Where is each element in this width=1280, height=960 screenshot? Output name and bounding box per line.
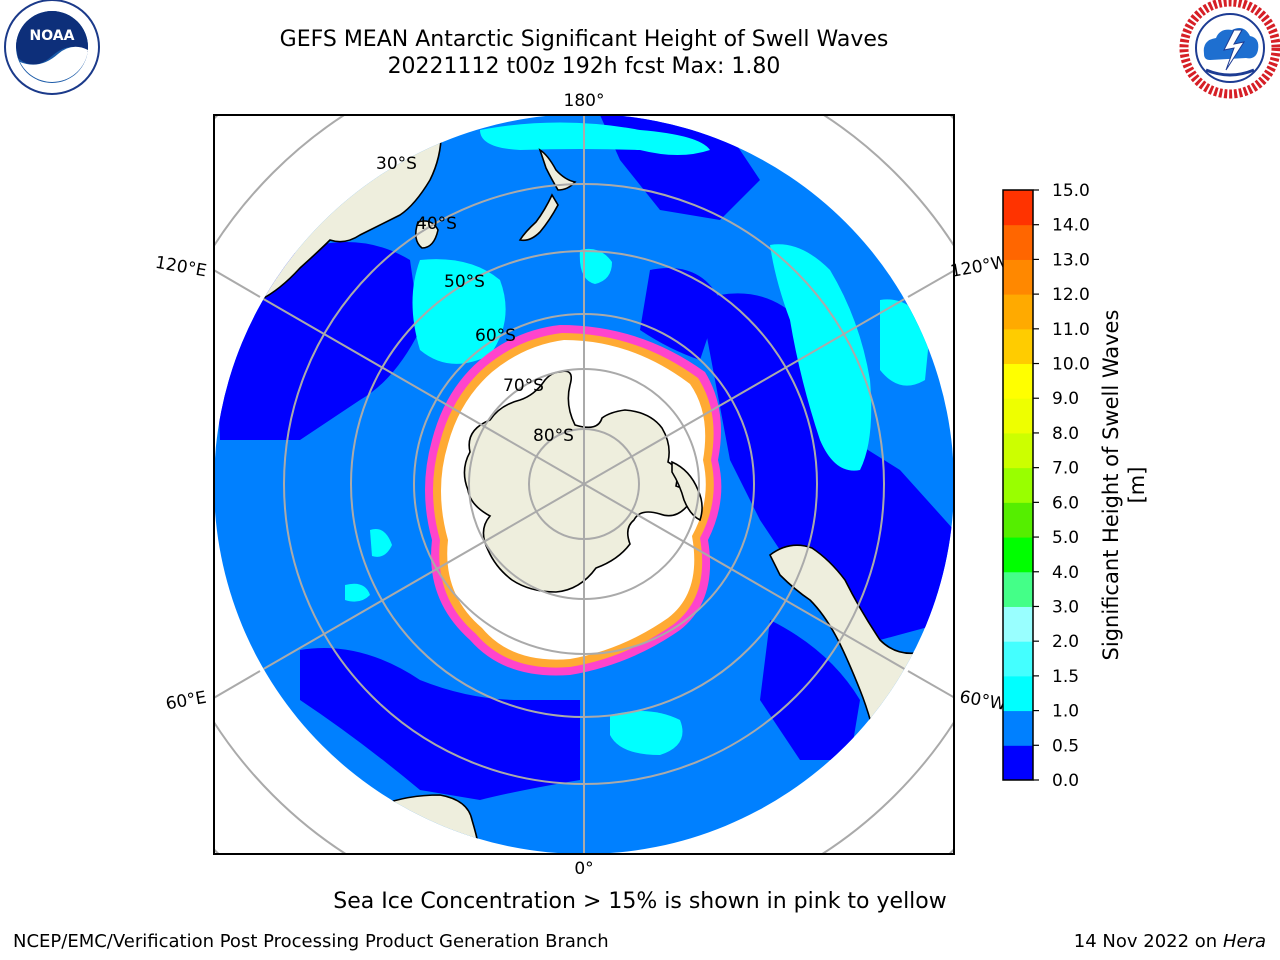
lon-label-180: 180°	[564, 91, 605, 111]
colorbar-segment	[1003, 467, 1033, 503]
colorbar-segment	[1003, 432, 1033, 469]
meridian-lines	[259, 115, 909, 854]
colorbar-segment	[1003, 224, 1033, 260]
swell-area-cyan-6	[579, 248, 612, 284]
lat-label-30s: 30°S	[376, 154, 417, 174]
colorbar-tick-label: 0.0	[1052, 771, 1079, 791]
swell-area-cyan-7	[370, 529, 392, 557]
sea-ice-caption: Sea Ice Concentration > 15% is shown in …	[333, 889, 947, 914]
footer-credit: NCEP/EMC/Verification Post Processing Pr…	[13, 931, 609, 952]
lat-label-50s: 50°S	[444, 272, 485, 292]
new-zealand-south	[518, 193, 559, 242]
lat-label-70s: 70°S	[503, 376, 544, 396]
colorbar-segment	[1003, 363, 1033, 399]
swell-area-cyan-4	[480, 122, 710, 155]
new-zealand-north	[538, 148, 577, 191]
swell-area-cyan-8	[345, 583, 370, 602]
low-swell-region-south	[300, 648, 580, 800]
colorbar-segment	[1003, 606, 1033, 642]
colorbar-segment	[1003, 641, 1033, 677]
map-frame	[213, 114, 955, 855]
colorbar-tick-label: 10.0	[1052, 355, 1090, 375]
colorbar-segment	[1003, 745, 1033, 781]
lon-label-120w: 120°W	[949, 252, 1010, 282]
noaa-logo-text: NOAA	[30, 28, 75, 44]
colorbar-segment	[1003, 537, 1033, 573]
lon-label-60w: 60°W	[958, 687, 1008, 715]
colorbar-tick-label: 11.0	[1052, 320, 1090, 340]
colorbar-segment	[1003, 571, 1033, 607]
colorbar-tick-label: 8.0	[1052, 424, 1079, 444]
swell-area-cyan-1	[412, 259, 506, 364]
colorbar-segment	[1003, 710, 1033, 746]
colorbar-segment	[1003, 398, 1033, 434]
colorbar-label: Significant Height of Swell Waves[m]	[1099, 310, 1149, 661]
colorbar-segment	[1003, 328, 1033, 365]
colorbar-tick-label: 13.0	[1052, 250, 1090, 270]
lon-label-0: 0°	[574, 859, 593, 879]
nws-logo	[1179, 0, 1280, 99]
colorbar-tick-label: 0.5	[1052, 736, 1079, 756]
chart-title: GEFS MEAN Antarctic Significant Height o…	[279, 27, 889, 52]
colorbar-segment	[1003, 502, 1033, 538]
low-swell-region-pacific	[640, 268, 720, 360]
colorbar-tick-label: 1.0	[1052, 702, 1079, 722]
lat-label-40s: 40°S	[416, 214, 457, 234]
colorbar-tick-label: 6.0	[1052, 493, 1079, 513]
colorbar-label-line1: Significant Height of Swell Waves	[1099, 310, 1123, 661]
colorbar-segment	[1003, 190, 1033, 226]
colorbar: 0.0 0.5 1.0 1.5 2.0 3.0 4.0 5.0 6.0 7.0 8.0 9.0 10.0…	[1002, 181, 1090, 791]
lon-label-60e: 60°E	[164, 688, 208, 715]
colorbar-tick-label: 12.0	[1052, 285, 1090, 305]
swell-area-cyan-2	[770, 244, 872, 471]
low-swell-region-southwest	[760, 620, 860, 760]
colorbar-tick-label: 14.0	[1052, 216, 1090, 236]
colorbar-tick-label: 4.0	[1052, 563, 1079, 583]
antarctica-land	[463, 370, 690, 593]
colorbar-segment	[1003, 259, 1033, 295]
footer-host: Hera	[1222, 931, 1266, 952]
lat-label-80s: 80°S	[533, 426, 574, 446]
meridian-lines-outer	[214, 269, 954, 699]
colorbar-tick-label: 1.5	[1052, 667, 1079, 687]
colorbar-tick-label: 5.0	[1052, 528, 1079, 548]
colorbar-label-line2: [m]	[1125, 467, 1149, 504]
footer-date-text: 14 Nov 2022 on	[1073, 931, 1218, 952]
colorbar-frame	[1002, 189, 1034, 781]
colorbar-tick-label: 9.0	[1052, 389, 1079, 409]
colorbar-tick-label: 3.0	[1052, 597, 1079, 617]
colorbar-segment	[1003, 294, 1033, 330]
colorbar-segment	[1003, 675, 1033, 712]
swell-area-cyan-5	[610, 711, 683, 755]
footer-date: 14 Nov 2022 on Hera	[1074, 931, 1266, 952]
lat-label-60s: 60°S	[475, 326, 516, 346]
lon-label-120e: 120°E	[154, 253, 208, 282]
noaa-logo: NOAA	[4, 0, 100, 95]
chart-subtitle: 20221112 t00z 192h fcst Max: 1.80	[387, 54, 781, 79]
colorbar-tick-label: 2.0	[1052, 632, 1079, 652]
colorbar-tick-label: 15.0	[1052, 181, 1090, 201]
colorbar-tick-label: 7.0	[1052, 459, 1079, 479]
tasmania-land	[414, 220, 439, 249]
antarctic-peninsula	[671, 460, 703, 522]
